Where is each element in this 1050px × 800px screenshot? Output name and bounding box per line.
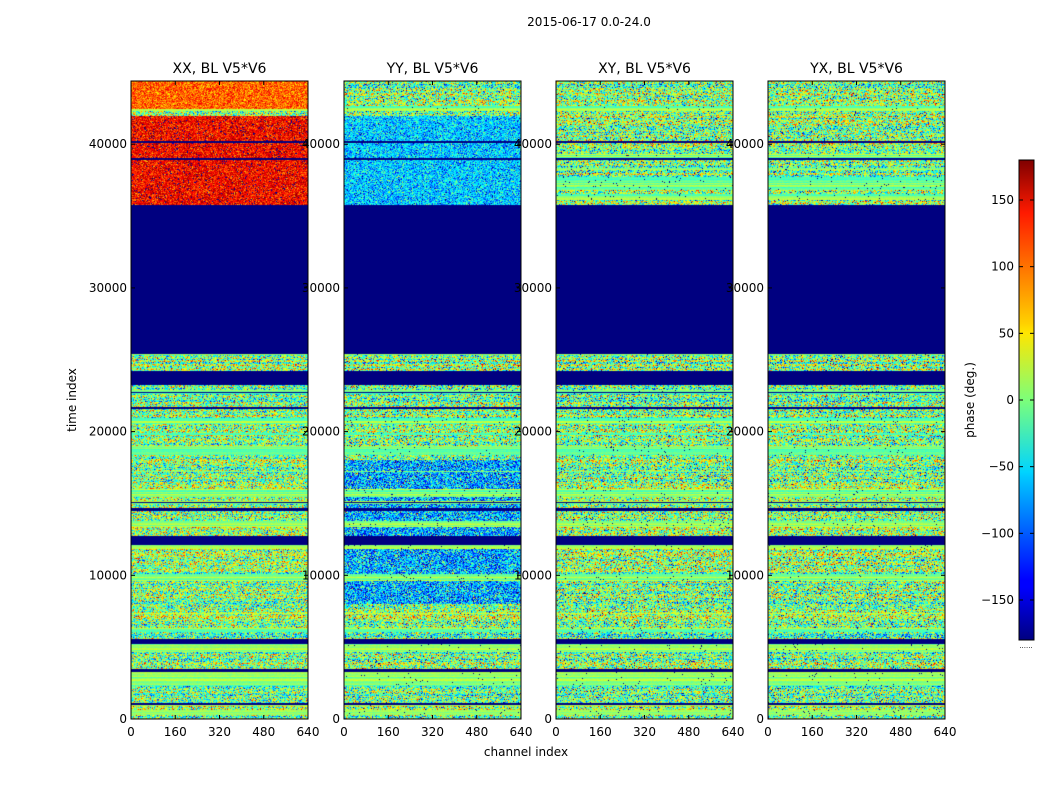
x-tick-label: 160 — [801, 725, 824, 739]
panel-xy: XY, BL V5*V6 0 160 320 480 640 0 10000 20000 3000… — [514, 61, 745, 739]
panel-title: YY, BL V5*V6 — [386, 61, 479, 77]
phase-heatmap-xx — [131, 81, 308, 719]
x-tick-label: 640 — [510, 725, 533, 739]
x-tick-label: 480 — [677, 725, 700, 739]
x-tick-label: 0 — [127, 725, 135, 739]
y-tick-label: 40000 — [302, 137, 340, 151]
y-tick-label: 10000 — [514, 568, 552, 582]
panels: XX, BL V5*V6 0 160 320 480 640 0 10000 20000 3000… — [89, 61, 957, 739]
colorbar-label: phase (deg.) — [963, 362, 977, 438]
colorbar-tick-label: 50 — [999, 326, 1014, 340]
y-tick-label: 20000 — [89, 425, 127, 439]
x-tick-label: 0 — [764, 725, 772, 739]
panel-xx: XX, BL V5*V6 0 160 320 480 640 0 10000 20000 3000… — [89, 61, 320, 739]
x-tick-label: 0 — [340, 725, 348, 739]
y-tick-label: 20000 — [514, 425, 552, 439]
x-tick-label: 480 — [252, 725, 275, 739]
y-tick-label: 20000 — [726, 425, 764, 439]
x-tick-label: 640 — [934, 725, 957, 739]
x-tick-label: 480 — [465, 725, 488, 739]
x-tick-label: 640 — [722, 725, 745, 739]
colorbar-ticks: 150 100 50 0 −50 −100 −150 — [981, 193, 1034, 607]
y-tick-label: 40000 — [514, 137, 552, 151]
colorbar-tick-label: −100 — [981, 526, 1014, 540]
phase-heatmap-xy — [556, 81, 733, 719]
panel-yx: YX, BL V5*V6 0 160 320 480 640 0 10000 20000 3000… — [726, 61, 957, 739]
panel-title: YX, BL V5*V6 — [809, 61, 903, 77]
x-axis-label: channel index — [484, 745, 568, 759]
y-tick-label: 0 — [756, 712, 764, 726]
colorbar-extension-marker: ...... — [1019, 642, 1032, 650]
colorbar-tick-label: −150 — [981, 593, 1014, 607]
y-tick-label: 40000 — [726, 137, 764, 151]
x-tick-label: 160 — [377, 725, 400, 739]
phase-heatmap-yy — [344, 81, 521, 719]
figure-suptitle: 2015-06-17 0.0-24.0 — [527, 15, 651, 29]
y-tick-label: 10000 — [89, 568, 127, 582]
y-tick-label: 10000 — [302, 568, 340, 582]
y-tick-label: 30000 — [514, 281, 552, 295]
panel-title: XX, BL V5*V6 — [173, 61, 267, 77]
y-tick-label: 30000 — [726, 281, 764, 295]
x-tick-label: 640 — [297, 725, 320, 739]
y-tick-label: 0 — [332, 712, 340, 726]
x-tick-label: 320 — [421, 725, 444, 739]
y-tick-label: 0 — [544, 712, 552, 726]
panel-title: XY, BL V5*V6 — [598, 61, 691, 77]
x-tick-label: 320 — [633, 725, 656, 739]
y-tick-label: 10000 — [726, 568, 764, 582]
y-tick-label: 30000 — [302, 281, 340, 295]
colorbar-tick-label: 100 — [991, 260, 1014, 274]
x-tick-label: 320 — [845, 725, 868, 739]
y-tick-label: 20000 — [302, 425, 340, 439]
y-axis-label: time index — [65, 368, 79, 432]
y-tick-label: 30000 — [89, 281, 127, 295]
colorbar-tick-label: 0 — [1006, 393, 1014, 407]
x-tick-label: 0 — [552, 725, 560, 739]
y-tick-label: 40000 — [89, 137, 127, 151]
colorbar-tick-label: −50 — [989, 460, 1014, 474]
colorbar: 150 100 50 0 −50 −100 −150 phase (deg.) ...... — [963, 159, 1035, 650]
phase-heatmap-yx — [768, 81, 945, 719]
x-tick-label: 160 — [589, 725, 612, 739]
x-tick-label: 480 — [889, 725, 912, 739]
panel-yy: YY, BL V5*V6 0 160 320 480 640 0 10000 20000 3000… — [302, 61, 533, 739]
colorbar-tick-label: 150 — [991, 193, 1014, 207]
y-tick-label: 0 — [119, 712, 127, 726]
x-tick-label: 320 — [208, 725, 231, 739]
x-tick-label: 160 — [164, 725, 187, 739]
